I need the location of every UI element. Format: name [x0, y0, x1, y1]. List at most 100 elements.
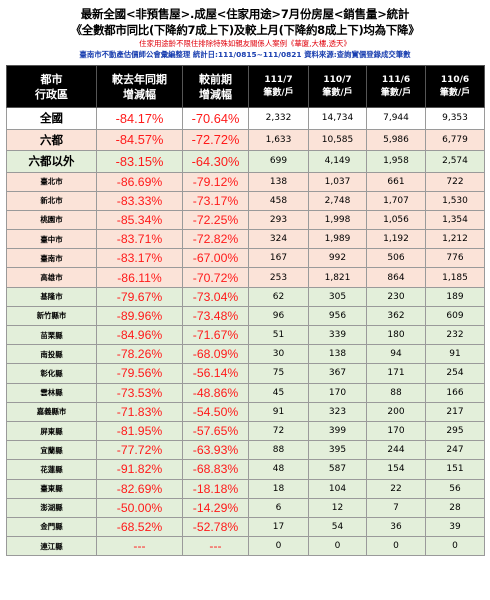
row-mom: -70.64% — [182, 107, 249, 130]
row-yoy: -78.26% — [96, 344, 183, 365]
row-v3: 1,192 — [366, 229, 426, 250]
table-row: 屏東縣 -81.95% -57.65% 72 399 170 295 — [6, 420, 485, 442]
row-mom: --- — [182, 536, 249, 557]
table-row: 高雄市 -86.11% -70.72% 253 1,821 864 1,185 — [6, 267, 485, 288]
row-v1: 167 — [248, 248, 309, 269]
row-v3: 661 — [366, 171, 426, 192]
row-name: 桃園市 — [6, 209, 97, 231]
scope-note: 住家用途齡不限住排除特殊如親友關係人案例《華廈,大樓,透天》 — [139, 39, 351, 48]
row-v3: 200 — [366, 401, 426, 422]
row-v2: 587 — [308, 459, 367, 480]
row-name: 花蓮縣 — [6, 459, 97, 480]
row-v2: 1,998 — [308, 209, 367, 231]
row-v1: 1,633 — [248, 128, 309, 151]
row-yoy: -84.17% — [96, 107, 183, 130]
row-v4: 254 — [425, 363, 485, 384]
table-row: 新北市 -83.33% -73.17% 458 2,748 1,707 1,53… — [6, 190, 485, 211]
table-row: 六都 -84.57% -72.72% 1,633 10,585 5,986 6,… — [6, 128, 485, 151]
table-row: 連江縣 --- --- 0 0 0 0 — [6, 536, 485, 557]
row-yoy: -82.69% — [96, 478, 183, 499]
row-v1: 30 — [248, 344, 309, 365]
sales-table: 都市 行政區 較去年同期 增減幅 較前期 增減幅 111/7 筆數/戶 110/… — [6, 65, 485, 557]
row-name: 嘉義縣市 — [6, 401, 97, 422]
row-name: 宜蘭縣 — [6, 440, 97, 461]
row-v4: 189 — [425, 286, 485, 307]
row-yoy: -83.33% — [96, 190, 183, 211]
report-header: 最新全國<非預售屋>.成屋<住家用途>7月份房屋<銷售量>統計 《全數都市同比(… — [6, 6, 484, 60]
row-v2: 4,149 — [308, 150, 367, 173]
row-mom: -63.93% — [182, 440, 249, 461]
row-yoy: -89.96% — [96, 305, 183, 327]
row-yoy: -83.17% — [96, 248, 183, 269]
table-body: 全國 -84.17% -70.64% 2,332 14,734 7,944 9,… — [6, 107, 485, 557]
row-v4: 9,353 — [425, 107, 485, 130]
row-mom: -72.25% — [182, 209, 249, 231]
row-name: 新北市 — [6, 190, 97, 211]
row-v3: 1,958 — [366, 150, 426, 173]
row-mom: -71.67% — [182, 324, 249, 346]
row-v1: 699 — [248, 150, 309, 173]
row-v1: 62 — [248, 286, 309, 307]
table-row: 金門縣 -68.52% -52.78% 17 54 36 39 — [6, 516, 485, 538]
row-yoy: --- — [96, 536, 183, 557]
row-v3: 506 — [366, 248, 426, 269]
row-yoy: -86.11% — [96, 267, 183, 288]
row-v4: 151 — [425, 459, 485, 480]
row-v2: 2,748 — [308, 190, 367, 211]
row-yoy: -84.96% — [96, 324, 183, 346]
row-yoy: -83.15% — [96, 150, 183, 173]
row-name: 六都 — [6, 128, 97, 151]
row-v3: 1,056 — [366, 209, 426, 231]
table-row: 苗栗縣 -84.96% -71.67% 51 339 180 232 — [6, 324, 485, 346]
table-row: 臺南市 -83.17% -67.00% 167 992 506 776 — [6, 248, 485, 269]
row-v2: 14,734 — [308, 107, 367, 130]
row-v3: 36 — [366, 516, 426, 538]
row-v1: 72 — [248, 420, 309, 442]
row-v2: 0 — [308, 536, 367, 557]
row-v4: 0 — [425, 536, 485, 557]
row-v1: 324 — [248, 229, 309, 250]
row-mom: -57.65% — [182, 420, 249, 442]
row-v3: 170 — [366, 420, 426, 442]
header-month-2: 110/7 筆數/戶 — [308, 65, 367, 108]
header-mom: 較前期 增減幅 — [182, 65, 249, 108]
table-row: 全國 -84.17% -70.64% 2,332 14,734 7,944 9,… — [6, 107, 485, 130]
row-v4: 166 — [425, 382, 485, 403]
row-v1: 293 — [248, 209, 309, 231]
row-yoy: -84.57% — [96, 128, 183, 151]
row-v1: 45 — [248, 382, 309, 403]
row-v2: 339 — [308, 324, 367, 346]
row-yoy: -68.52% — [96, 516, 183, 538]
row-v1: 75 — [248, 363, 309, 384]
row-yoy: -81.95% — [96, 420, 183, 442]
row-yoy: -50.00% — [96, 497, 183, 518]
row-v2: 399 — [308, 420, 367, 442]
table-row: 宜蘭縣 -77.72% -63.93% 88 395 244 247 — [6, 440, 485, 461]
table-header: 都市 行政區 較去年同期 增減幅 較前期 增減幅 111/7 筆數/戶 110/… — [6, 65, 485, 108]
report-title: 最新全國<非預售屋>.成屋<住家用途>7月份房屋<銷售量>統計 — [80, 7, 410, 21]
row-v2: 992 — [308, 248, 367, 269]
row-v1: 96 — [248, 305, 309, 327]
row-v4: 232 — [425, 324, 485, 346]
header-month-4: 110/6 筆數/戶 — [425, 65, 485, 108]
table-row: 嘉義縣市 -71.83% -54.50% 91 323 200 217 — [6, 401, 485, 422]
row-v2: 12 — [308, 497, 367, 518]
row-name: 苗栗縣 — [6, 324, 97, 346]
row-v3: 1,707 — [366, 190, 426, 211]
row-v3: 864 — [366, 267, 426, 288]
row-v4: 1,354 — [425, 209, 485, 231]
row-v4: 28 — [425, 497, 485, 518]
row-v4: 1,530 — [425, 190, 485, 211]
row-v2: 323 — [308, 401, 367, 422]
row-name: 屏東縣 — [6, 420, 97, 442]
row-yoy: -73.53% — [96, 382, 183, 403]
row-v1: 253 — [248, 267, 309, 288]
report-subtitle: 《全數都市同比(下降約7成上下)及較上月(下降約8成上下)均為下降》 — [70, 23, 420, 37]
row-v3: 88 — [366, 382, 426, 403]
row-v2: 305 — [308, 286, 367, 307]
row-mom: -52.78% — [182, 516, 249, 538]
row-mom: -70.72% — [182, 267, 249, 288]
row-v1: 18 — [248, 478, 309, 499]
row-yoy: -77.72% — [96, 440, 183, 461]
